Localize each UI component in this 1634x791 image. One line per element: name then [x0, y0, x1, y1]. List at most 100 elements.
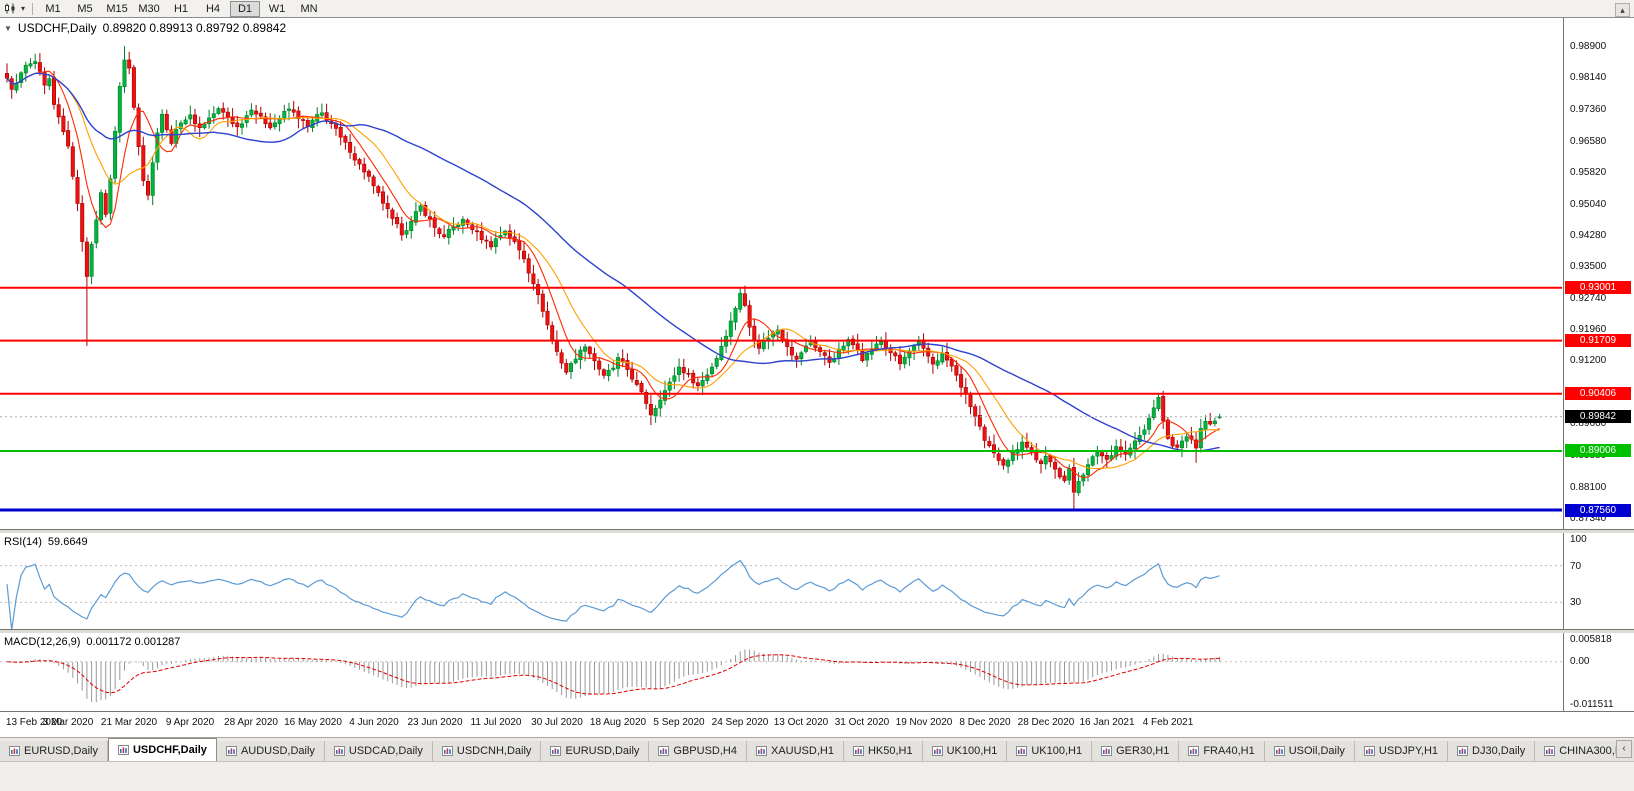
chart-tab-USDCNH-Daily[interactable]: USDCNH,Daily: [432, 741, 542, 761]
price-line-badge: 0.89006: [1565, 444, 1631, 457]
macd-axis-label: 0.00: [1570, 656, 1590, 667]
panel-splitter[interactable]: [0, 630, 1634, 633]
chart-icon: [550, 746, 562, 756]
macd-label: MACD(12,26,9): [4, 636, 81, 648]
chart-tab-USDCAD-Daily[interactable]: USDCAD,Daily: [324, 741, 433, 761]
date-label: 23 Jun 2020: [407, 717, 463, 728]
ma-line-14: [6, 72, 1220, 470]
chart-tab-bar: EURUSD,Daily USDCHF,Daily AUDUSD,Daily USDC…: [0, 737, 1634, 761]
date-label: 9 Apr 2020: [165, 717, 215, 728]
chart-tab-DJ30-Daily[interactable]: DJ30,Daily: [1448, 741, 1536, 761]
chart-type-dropdown-icon[interactable]: ▾: [21, 4, 26, 13]
chart-tab-CHINA300-H1[interactable]: CHINA300,H1: [1535, 741, 1634, 761]
rsi-line: [6, 559, 1220, 629]
chart-icon: [441, 746, 453, 756]
toolbar-separator: [32, 2, 34, 15]
rsi-indicator-panel: 100 70 30 RSI(14) 59.6649: [0, 533, 1634, 630]
rsi-axis-label: 30: [1570, 597, 1582, 608]
macd-axis-label: 0.005818: [1570, 634, 1612, 645]
chart-tab-EURUSD-Daily[interactable]: EURUSD,Daily: [541, 741, 650, 761]
price-axis[interactable]: 0.98900 0.98140 0.97360 0.96580 0.95820 0.950…: [1563, 18, 1634, 529]
price-axis-label: 0.91960: [1570, 324, 1607, 335]
chart-tab-label: UK100,H1: [946, 745, 998, 757]
chart-tab-GBPUSD-H4[interactable]: GBPUSD,H4: [649, 741, 747, 761]
timeframe-button-M1[interactable]: M1: [45, 2, 61, 15]
date-label: 8 Dec 2020: [959, 717, 1011, 728]
macd-value: 0.001172 0.001287: [86, 636, 181, 648]
chart-symbol-period: USDCHF,Daily: [17, 21, 97, 35]
timeframe-button-W1[interactable]: W1: [268, 2, 286, 15]
chart-icon: [225, 746, 237, 756]
toolbar-overflow-button[interactable]: ▴: [1615, 3, 1630, 17]
chart-tab-label: XAUUSD,H1: [770, 745, 834, 757]
date-label: 31 Oct 2020: [834, 717, 890, 728]
price-line-badge: 0.93001: [1565, 281, 1631, 294]
chart-tab-USDJPY-H1[interactable]: USDJPY,H1: [1354, 741, 1449, 761]
ma-line-7: [6, 70, 1220, 479]
macd-title: MACD(12,26,9) 0.001172 0.001287: [4, 636, 180, 648]
chart-icon: [1363, 746, 1375, 756]
chart-icon: [1273, 746, 1285, 756]
chart-icon: [333, 746, 345, 756]
rsi-label: RSI(14): [4, 536, 42, 548]
chart-tab-label: UK100,H1: [1031, 745, 1083, 757]
rsi-title: RSI(14) 59.6649: [4, 536, 88, 548]
rsi-canvas[interactable]: [0, 533, 1562, 629]
price-axis-label: 0.95040: [1570, 199, 1607, 210]
chart-icon: [658, 746, 670, 756]
macd-canvas[interactable]: [0, 633, 1562, 711]
chart-icon: [1101, 746, 1113, 756]
date-label: 16 May 2020: [284, 717, 342, 728]
price-axis-label: 0.89660: [1570, 418, 1607, 429]
rsi-axis-label: 70: [1570, 561, 1582, 572]
chart-icon: [117, 745, 129, 755]
price-axis-label: 0.92740: [1570, 293, 1607, 304]
chart-icon: [1188, 746, 1200, 756]
tab-scroll-button[interactable]: ‹: [1616, 740, 1632, 758]
horizontal-lines-layer[interactable]: [0, 286, 1562, 512]
timeframe-button-H1[interactable]: H1: [173, 2, 189, 15]
chart-tab-HK50-H1[interactable]: HK50,H1: [843, 741, 923, 761]
price-axis-label: 0.94280: [1570, 230, 1607, 241]
chart-ohlc-values: 0.89820 0.89913 0.89792 0.89842: [102, 21, 287, 35]
chart-tab-label: USDCHF,Daily: [132, 744, 207, 756]
chart-tab-USOil-Daily[interactable]: USOil,Daily: [1264, 741, 1355, 761]
timeframe-button-MN[interactable]: MN: [300, 2, 318, 15]
chart-tab-XAUUSD-H1[interactable]: XAUUSD,H1: [746, 741, 844, 761]
time-axis[interactable]: 13 Feb 2020 3 Mar 2020 21 Mar 2020 9 Apr 20…: [0, 712, 1634, 737]
status-bar: [0, 761, 1634, 791]
chart-tab-FRA40-H1[interactable]: FRA40,H1: [1179, 741, 1265, 761]
chart-tab-label: GBPUSD,H4: [673, 745, 737, 757]
date-label: 4 Feb 2021: [1142, 717, 1194, 728]
collapse-indicators-icon[interactable]: ▼: [4, 23, 12, 33]
timeframe-button-M15[interactable]: M15: [106, 2, 128, 15]
chart-tab-UK100-H1[interactable]: UK100,H1: [922, 741, 1008, 761]
date-label: 13 Feb 2020: [5, 717, 63, 728]
price-axis-label: 0.97360: [1570, 104, 1607, 115]
macd-indicator-panel: 0.005818 0.00 -0.011511 MACD(12,26,9) 0.00…: [0, 633, 1634, 712]
chart-tab-AUDUSD-Daily[interactable]: AUDUSD,Daily: [216, 741, 325, 761]
main-chart-panel: 0.98900 0.98140 0.97360 0.96580 0.95820 0.950…: [0, 18, 1634, 530]
timeframe-button-D1[interactable]: D1: [230, 0, 261, 17]
macd-axis-label: -0.011511: [1570, 699, 1614, 710]
chart-tab-label: EURUSD,Daily: [24, 745, 98, 757]
main-chart-canvas[interactable]: [0, 18, 1562, 529]
panel-splitter[interactable]: [0, 530, 1634, 533]
date-label: 30 Jul 2020: [531, 717, 583, 728]
timeframe-button-H4[interactable]: H4: [205, 2, 221, 15]
price-line-badge: 0.90406: [1565, 387, 1631, 400]
chart-type-icon[interactable]: [4, 3, 17, 14]
timeframe-button-M5[interactable]: M5: [77, 2, 93, 15]
chart-tab-GER30-H1[interactable]: GER30,H1: [1092, 741, 1180, 761]
chart-tab-label: AUDUSD,Daily: [240, 745, 315, 757]
macd-histogram: [11, 649, 1221, 703]
chart-tab-EURUSD-Daily[interactable]: EURUSD,Daily: [0, 741, 108, 761]
date-label: 28 Dec 2020: [1017, 717, 1075, 728]
chart-tab-UK100-H1[interactable]: UK100,H1: [1007, 741, 1093, 761]
timeframe-button-M30[interactable]: M30: [138, 2, 160, 15]
chart-tab-label: USDCNH,Daily: [456, 745, 532, 757]
date-label: 5 Sep 2020: [653, 717, 705, 728]
date-label: 13 Oct 2020: [773, 717, 829, 728]
chart-icon: [931, 746, 943, 756]
chart-tab-USDCHF-Daily[interactable]: USDCHF,Daily: [107, 738, 217, 761]
